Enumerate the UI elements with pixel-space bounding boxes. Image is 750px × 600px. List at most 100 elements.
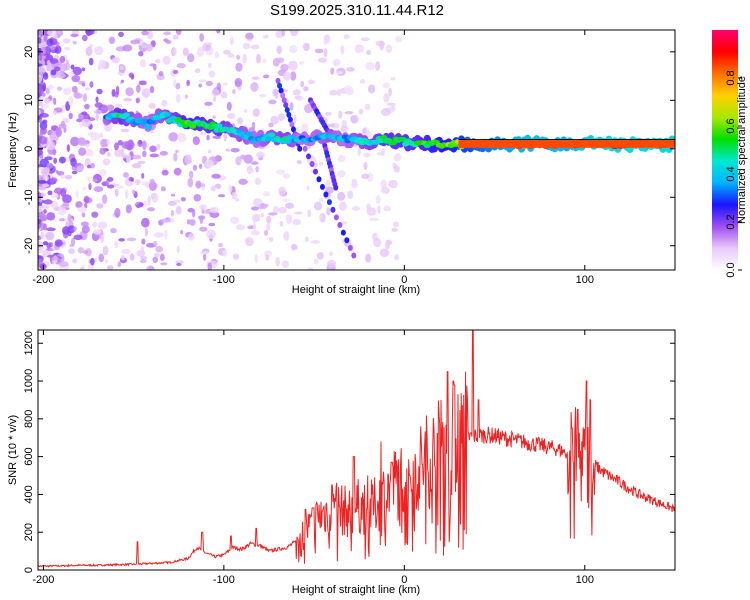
noise-blob: [268, 212, 278, 216]
noise-blob: [274, 89, 279, 99]
noise-blob: [45, 87, 50, 95]
noise-blob: [79, 267, 85, 270]
noise-blob: [193, 194, 202, 202]
noise-blob: [220, 91, 228, 99]
noise-blob: [136, 250, 146, 257]
noise-blob: [58, 261, 69, 268]
noise-blob: [209, 211, 220, 219]
noise-blob: [307, 267, 314, 270]
snr-x-tick-label: -100: [213, 574, 235, 586]
noise-blob: [38, 175, 44, 181]
noise-blob: [43, 209, 47, 214]
noise-blob: [161, 99, 168, 107]
noise-blob: [381, 148, 386, 156]
ridge-core: [265, 136, 273, 142]
streak-blob: [330, 206, 336, 213]
streak-blob: [284, 107, 290, 113]
noise-blob: [364, 103, 371, 111]
noise-blob: [296, 160, 302, 165]
noise-blob: [319, 215, 323, 219]
noise-blob: [85, 247, 92, 257]
noise-blob: [206, 134, 210, 141]
noise-blob: [70, 64, 75, 70]
noise-blob: [266, 222, 271, 232]
noise-blob: [118, 238, 126, 242]
noise-blob: [379, 248, 390, 258]
noise-blob: [78, 140, 88, 146]
noise-blob: [141, 30, 149, 36]
noise-blob: [144, 227, 148, 237]
noise-blob: [318, 197, 324, 202]
noise-blob: [295, 127, 301, 134]
noise-blob: [325, 186, 334, 194]
noise-blob: [139, 255, 148, 261]
noise-blob: [129, 253, 135, 261]
noise-blob: [315, 205, 320, 211]
noise-blob: [199, 33, 204, 42]
noise-blob: [346, 67, 355, 72]
noise-blob: [254, 254, 258, 264]
noise-blob: [72, 40, 77, 45]
noise-blob: [175, 149, 179, 153]
noise-blob: [99, 147, 106, 155]
noise-blob: [42, 103, 49, 109]
snr-y-tick-label: 800: [23, 410, 35, 428]
spectrogram-x-tick-label: -100: [213, 274, 235, 286]
noise-blob: [207, 262, 212, 270]
noise-blob: [122, 44, 133, 52]
noise-blob: [91, 211, 99, 218]
noise-blob: [292, 89, 301, 96]
snr-y-tick-label: 1000: [23, 369, 35, 393]
noise-blob: [172, 79, 177, 88]
snr-x-tick-label: 0: [401, 574, 407, 586]
noise-blob: [158, 70, 164, 77]
noise-blob: [122, 97, 133, 102]
noise-blob: [47, 84, 54, 90]
noise-blob: [103, 123, 112, 132]
noise-blob: [172, 69, 179, 75]
noise-blob: [385, 44, 393, 53]
noise-blob: [38, 164, 44, 168]
noise-blob: [289, 30, 299, 37]
noise-blob: [80, 221, 89, 227]
noise-blob: [138, 80, 147, 86]
noise-blob: [314, 48, 324, 54]
noise-blob: [121, 141, 129, 149]
noise-blob: [123, 172, 129, 178]
noise-blob: [385, 239, 390, 250]
noise-blob: [223, 49, 231, 55]
noise-blob: [68, 71, 74, 76]
streak-blob: [319, 183, 325, 190]
noise-blob: [38, 63, 43, 67]
noise-blob: [252, 108, 260, 117]
noise-blob: [104, 259, 109, 264]
noise-blob: [69, 243, 74, 247]
noise-blob: [41, 205, 50, 209]
noise-blob: [298, 61, 305, 65]
noise-blob: [125, 87, 134, 97]
noise-blob: [38, 205, 44, 213]
noise-blob: [195, 180, 202, 189]
noise-blob: [58, 156, 66, 164]
noise-blob: [172, 47, 177, 56]
noise-blob: [237, 117, 243, 125]
noise-blob: [114, 207, 121, 218]
noise-blob: [391, 103, 395, 111]
noise-blob: [337, 191, 346, 201]
noise-blob: [64, 46, 71, 51]
noise-blob: [354, 44, 365, 54]
noise-blob: [177, 132, 187, 143]
noise-blob: [149, 145, 158, 153]
colorbar-tick-label: 0.2: [725, 214, 737, 229]
noise-blob: [285, 214, 293, 225]
noise-blob: [365, 253, 372, 263]
snr-x-label: Height of straight line (km): [292, 584, 420, 596]
noise-blob: [359, 79, 366, 84]
noise-blob: [175, 82, 181, 90]
spectrogram-y-tick-label: -20: [23, 238, 35, 254]
snr-y-tick-label: 600: [23, 447, 35, 465]
noise-blob: [197, 46, 205, 57]
noise-blob: [71, 170, 78, 175]
